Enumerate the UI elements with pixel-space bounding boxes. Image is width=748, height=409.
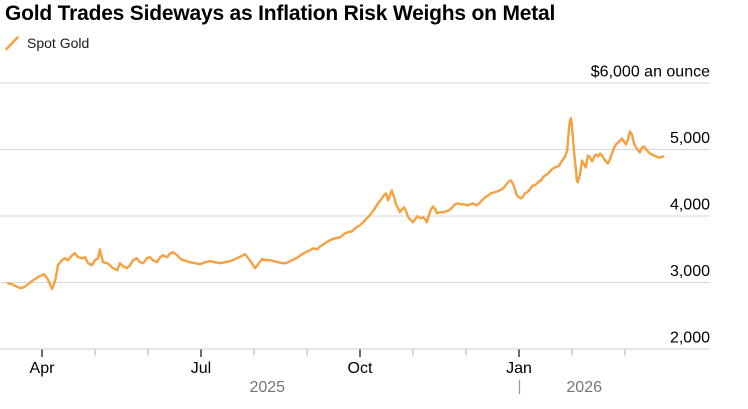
year-label-2025: 2025 [249,379,285,396]
spot-gold-price-line [6,117,665,291]
month-label-jul: Jul [191,360,211,377]
chart-title: Gold Trades Sideways as Inflation Risk W… [5,2,556,25]
legend-spot-gold: Spot Gold [3,33,89,53]
line-series-icon [5,36,19,51]
year-label-2026: 2026 [566,379,602,396]
y-axis-label-3000: 3,000 [670,263,710,280]
y-axis-label-2000: 2,000 [670,330,710,347]
month-label-oct: Oct [348,360,373,377]
y-axis-label-5000: 5,000 [670,130,710,147]
y-axis-label-6000: $6,000 an ounce [591,64,710,81]
legend-label: Spot Gold [27,35,90,51]
month-label-jan: Jan [506,360,532,377]
month-label-apr: Apr [30,360,56,377]
y-axis-label-4000: 4,000 [670,197,710,214]
